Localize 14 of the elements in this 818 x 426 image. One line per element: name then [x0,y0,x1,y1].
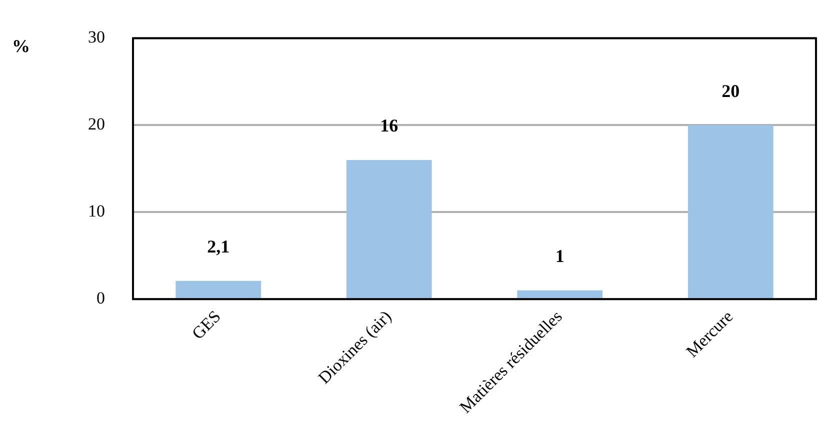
y-tick-label: 0 [96,288,105,308]
data-label: 20 [722,80,740,101]
bar [346,160,432,298]
bar [176,280,262,298]
bar [517,290,603,298]
y-tick-label: 20 [88,114,105,134]
y-tick-label: 30 [88,28,105,47]
data-label: 2,1 [207,236,230,256]
y-axis-title: % [12,36,30,56]
x-tick-label: GES [188,306,224,344]
y-tick-label: 10 [88,202,105,221]
data-label: 16 [380,116,398,136]
data-label: 1 [555,246,564,266]
bar [688,125,774,298]
